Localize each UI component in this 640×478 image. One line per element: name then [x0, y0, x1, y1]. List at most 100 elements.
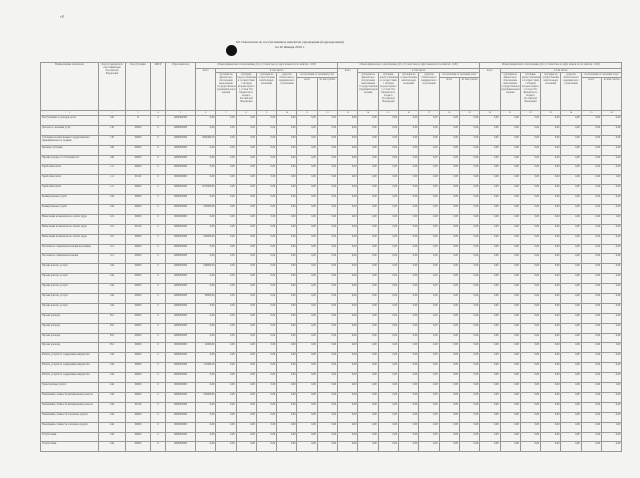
row-value: 0,00	[337, 322, 359, 334]
row-value: 0,00	[337, 342, 359, 354]
row-value: 0,00	[337, 312, 359, 324]
row-subsidy-code: 00000	[125, 372, 151, 384]
table-row: Целевые субсидии 180 00000 0 0000000000 0,00 0…	[40, 144, 623, 156]
row-value: 0,00	[418, 243, 440, 255]
row-sector-code: 0000000000	[165, 322, 196, 334]
row-value: 0,00	[215, 312, 237, 324]
row-value: 0,00	[499, 174, 521, 186]
row-subsidy-code: 00000	[125, 144, 151, 156]
row-value: 0,00	[255, 382, 278, 393]
row-value: 0,00	[235, 154, 257, 166]
row-value: 0,00	[540, 401, 562, 413]
row-value: 0,00	[580, 411, 603, 423]
row-value: 0,00	[499, 342, 521, 354]
row-kfsr: 0	[150, 124, 166, 136]
row-code: 130	[98, 134, 126, 146]
row-value: 0,00	[540, 342, 562, 354]
row-value: 0,00	[255, 213, 278, 225]
row-value: 0,00	[337, 213, 359, 225]
row-value: 0,00	[276, 184, 298, 196]
row-value: 0,00	[560, 213, 582, 225]
column-number: 12	[316, 110, 339, 116]
row-sector-code: 0000000000	[165, 134, 196, 146]
row-value: 0,00	[316, 312, 339, 324]
row-value: 0,00	[580, 243, 603, 255]
row-kfsr: 0	[150, 164, 166, 176]
row-value: 0,00	[337, 273, 359, 285]
row-code: 244	[98, 431, 126, 443]
row-value: 0,00	[296, 144, 318, 156]
row-value: 0,00	[560, 401, 582, 413]
row-value: 0,00	[316, 391, 339, 403]
row-label: Заработная плата	[40, 174, 99, 186]
row-value: 0,00	[438, 154, 460, 166]
row-value: 0,00	[397, 194, 420, 206]
row-value: 0,00	[377, 213, 400, 225]
row-value: 0,00	[560, 263, 582, 275]
table-row: Коммунальные услуги 244 00000 0 0000000000 0,…	[40, 194, 623, 206]
row-value: 0,00	[438, 441, 460, 453]
row-value: 0,00	[357, 322, 379, 334]
row-value: 0,00	[479, 204, 501, 215]
row-value: 0,00	[255, 372, 278, 384]
row-value: 0,00	[215, 213, 237, 225]
row-value: 0,00	[560, 352, 582, 364]
row-value: 0,00	[580, 223, 603, 235]
row-kfsr: 0	[150, 204, 166, 215]
row-value: 0,00	[337, 184, 359, 196]
row-kfsr: 0	[150, 243, 166, 255]
row-value: 0,00	[438, 213, 460, 225]
row-value: 0,00	[235, 144, 257, 156]
row-label: Начисления на выплаты по оплате труда	[40, 223, 99, 235]
row-value: 0,00	[560, 253, 582, 265]
row-value: 0,00	[458, 174, 481, 186]
row-value: 0,00	[215, 204, 237, 215]
row-value: 0,00	[397, 174, 420, 186]
row-value: 0,00	[377, 382, 400, 393]
row-value: 0,00	[540, 174, 562, 186]
row-value: 0,00	[458, 372, 481, 384]
row-value: 0,00	[519, 115, 542, 126]
row-value: 0,00	[540, 372, 562, 384]
row-value: 0,00	[438, 223, 460, 235]
row-sector-code: 0000000000	[165, 213, 196, 225]
row-value: 0,00	[397, 253, 420, 265]
row-value: 0,00	[580, 124, 603, 136]
row-value: 0,00	[580, 312, 603, 324]
row-value: 0,00	[255, 283, 278, 295]
header-sector-code: Отраслевой код	[165, 62, 196, 111]
row-value: 0,00	[560, 421, 582, 433]
row-value: 0,00	[499, 154, 521, 166]
row-value: 0,00	[580, 253, 603, 265]
row-value: 0,00	[377, 312, 400, 324]
row-value: 0,00	[519, 194, 542, 206]
row-value: 0,00	[316, 421, 339, 433]
row-label: Прочие расходы	[40, 332, 99, 344]
table-row: Заработная плата 111 00000 0 0000000000 10730…	[40, 184, 623, 196]
row-value: 0,00	[418, 134, 440, 146]
row-value: 0,00	[418, 421, 440, 433]
row-value: 0,00	[235, 431, 257, 443]
row-value: 0,00	[418, 352, 440, 364]
row-code: 111	[98, 174, 126, 186]
row-value: 0,00	[519, 184, 542, 196]
row-label: Прочие работы, услуги	[40, 293, 99, 304]
row-value: 0,00	[316, 243, 339, 255]
row-value: 0,00	[418, 322, 440, 334]
row-label: Прочие расходы	[40, 322, 99, 334]
row-value: 0,00	[560, 411, 582, 423]
row-value: 0,00	[560, 273, 582, 285]
row-value: 0,00	[377, 124, 400, 136]
row-value: 0,00	[357, 312, 379, 324]
row-value: 0,00	[235, 441, 257, 453]
row-value: 0,00	[458, 233, 481, 245]
row-value: 0,00	[235, 174, 257, 186]
row-value: 0,00	[316, 322, 339, 334]
row-value: 1073000,00	[194, 184, 217, 196]
row-value: 0,00	[276, 243, 298, 255]
header-sub: субсидия на финансовое обеспечение выпол…	[357, 72, 379, 111]
row-value: 0,00	[235, 184, 257, 196]
row-value: 0,00	[540, 204, 562, 215]
row-value: 0,00	[296, 293, 318, 304]
row-value: 0,00	[316, 174, 339, 186]
